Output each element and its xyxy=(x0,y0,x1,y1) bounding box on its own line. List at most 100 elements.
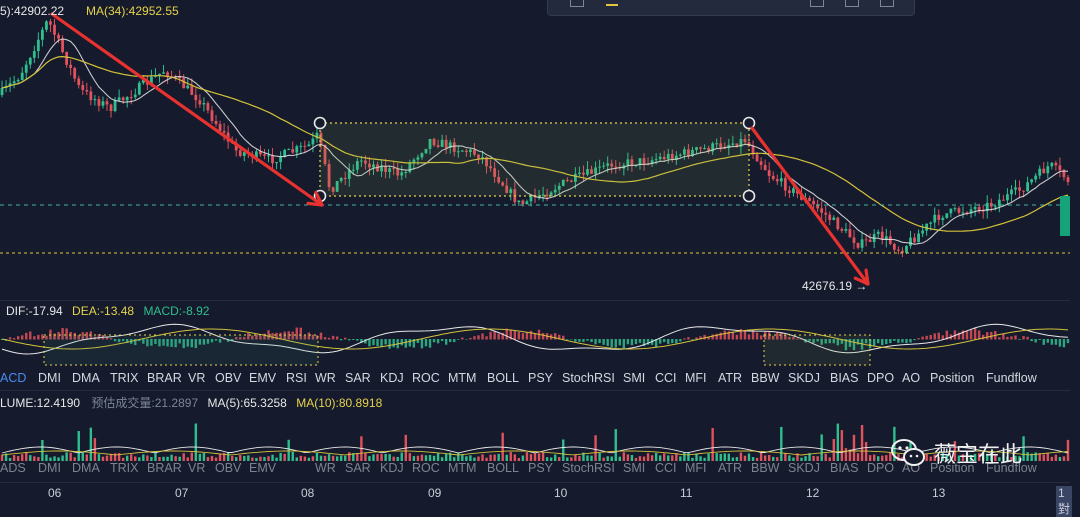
indicator-tab-lower-cci[interactable]: CCI xyxy=(655,461,677,475)
candle-body xyxy=(638,158,642,166)
candle xyxy=(432,137,436,147)
indicator-tab-vr[interactable]: VR xyxy=(188,371,206,385)
volume-bar xyxy=(469,455,472,461)
indicator-tab-mtm[interactable]: MTM xyxy=(448,371,477,385)
candle xyxy=(323,144,327,167)
candle-body xyxy=(137,82,141,95)
indicator-tab-emv[interactable]: EMV xyxy=(249,371,277,385)
candle xyxy=(650,156,654,167)
macd-bar xyxy=(376,339,379,347)
indicator-tab-mfi[interactable]: MFI xyxy=(685,371,707,385)
indicator-tab-atr[interactable]: ATR xyxy=(718,371,743,385)
indicator-tab-lower-skdj[interactable]: SKDJ xyxy=(788,461,820,475)
macd-bar xyxy=(909,339,912,343)
volume-bar xyxy=(275,457,278,461)
indicator-tab-lower-kdj[interactable]: KDJ xyxy=(380,461,404,475)
indicator-tab-lower-trix[interactable]: TRIX xyxy=(110,461,139,475)
price-chart-svg[interactable] xyxy=(0,0,1070,300)
indicator-tab-fundflow[interactable]: Fundflow xyxy=(986,371,1037,385)
indicator-tab-stochrsi[interactable]: StochRSI xyxy=(562,371,615,385)
volume-bar xyxy=(695,454,698,461)
undo-icon[interactable] xyxy=(570,0,584,7)
volume-bar xyxy=(727,453,731,461)
indicator-tab-lower-dma[interactable]: DMA xyxy=(72,461,100,475)
indicator-tab-smi[interactable]: SMI xyxy=(623,371,646,385)
indicator-tab-lower-mtm[interactable]: MTM xyxy=(448,461,477,475)
drawing-toolbar[interactable] xyxy=(547,0,915,16)
candle xyxy=(896,246,900,255)
volume-svg[interactable] xyxy=(0,391,1070,483)
indicator-tab-lower-atr[interactable]: ATR xyxy=(718,461,743,475)
volume-bar xyxy=(154,452,157,461)
candle-body xyxy=(61,38,64,52)
indicator-tab-cci[interactable]: CCI xyxy=(655,371,677,385)
macd-bar xyxy=(465,339,468,340)
candle-body xyxy=(444,139,448,148)
indicator-tab-acd[interactable]: ACD xyxy=(0,371,27,385)
indicator-tab-dma[interactable]: DMA xyxy=(72,371,100,385)
indicator-tab-position[interactable]: Position xyxy=(930,371,975,385)
indicator-tab-lower-dpo[interactable]: DPO xyxy=(867,461,895,475)
date-tick: 09 xyxy=(428,486,442,500)
volume-bar xyxy=(614,429,617,461)
indicator-tab-lower-sar[interactable]: SAR xyxy=(345,461,371,475)
volume-pane[interactable]: LUME:12.4190 预估成交量:21.2897 MA(5):65.3258… xyxy=(0,390,1070,483)
indicator-tab-rsi[interactable]: RSI xyxy=(286,371,307,385)
line-style-icon[interactable] xyxy=(606,0,618,6)
volume-bar xyxy=(650,455,654,461)
indicator-tab-lower-psy[interactable]: PSY xyxy=(528,461,554,475)
indicator-tab-trix[interactable]: TRIX xyxy=(110,371,139,385)
volume-bar xyxy=(235,457,238,461)
candle-body xyxy=(291,149,295,153)
indicator-tab-sar[interactable]: SAR xyxy=(345,371,371,385)
volume-bar xyxy=(428,454,432,461)
indicator-tab-lower-fundflow[interactable]: Fundflow xyxy=(986,461,1037,475)
macd-pane[interactable]: DIF:-17.94 DEA:-13.48 MACD:-8.92 xyxy=(0,300,1070,369)
indicator-tab-lower-wr[interactable]: WR xyxy=(315,461,336,475)
indicator-tab-lower-emv[interactable]: EMV xyxy=(249,461,277,475)
candle-body xyxy=(812,200,816,205)
delete-icon[interactable] xyxy=(845,0,859,7)
indicator-tab-lower-position[interactable]: Position xyxy=(930,461,975,475)
indicator-tab-roc[interactable]: ROC xyxy=(412,371,440,385)
macd-bar xyxy=(767,332,771,340)
candle xyxy=(590,165,593,175)
indicator-tab-lower-stochrsi[interactable]: StochRSI xyxy=(562,461,615,475)
indicator-tab-bias[interactable]: BIAS xyxy=(830,371,859,385)
indicator-tab-brar[interactable]: BRAR xyxy=(147,371,182,385)
indicator-tab-lower-vr[interactable]: VR xyxy=(188,461,206,475)
indicator-tab-wr[interactable]: WR xyxy=(315,371,336,385)
indicator-tab-lower-brar[interactable]: BRAR xyxy=(147,461,182,475)
indicator-tab-lower-ads[interactable]: ADS xyxy=(0,461,26,475)
macd-svg[interactable] xyxy=(0,301,1070,369)
indicator-tab-dpo[interactable]: DPO xyxy=(867,371,895,385)
indicator-tab-skdj[interactable]: SKDJ xyxy=(788,371,820,385)
indicator-tab-dmi[interactable]: DMI xyxy=(38,371,61,385)
indicator-tab-lower-roc[interactable]: ROC xyxy=(412,461,440,475)
candle-body xyxy=(331,187,335,192)
price-chart-pane[interactable]: 5):42902.22 MA(34):42952.55 42676.19 → xyxy=(0,0,1070,300)
indicator-tab-lower-bbw[interactable]: BBW xyxy=(751,461,780,475)
indicator-tab-ao[interactable]: AO xyxy=(902,371,921,385)
candle-body xyxy=(969,209,973,214)
indicator-tab-obv[interactable]: OBV xyxy=(215,371,242,385)
indicator-tab-lower-obv[interactable]: OBV xyxy=(215,461,242,475)
indicator-tab-lower-dmi[interactable]: DMI xyxy=(38,461,61,475)
indicator-tab-kdj[interactable]: KDJ xyxy=(380,371,404,385)
indicator-tab-psy[interactable]: PSY xyxy=(528,371,554,385)
indicator-tab-lower-boll[interactable]: BOLL xyxy=(487,461,519,475)
indicator-tab-bbw[interactable]: BBW xyxy=(751,371,780,385)
settings-icon[interactable] xyxy=(880,0,894,7)
candle xyxy=(997,193,1001,213)
candle-body xyxy=(295,146,299,153)
lock-icon[interactable] xyxy=(810,0,824,7)
indicator-tab-lower-mfi[interactable]: MFI xyxy=(685,461,707,475)
macd-bar xyxy=(21,335,24,340)
macd-bar xyxy=(897,339,900,343)
indicator-tab-boll[interactable]: BOLL xyxy=(487,371,519,385)
candle xyxy=(81,80,85,95)
indicator-tab-lower-bias[interactable]: BIAS xyxy=(830,461,859,475)
macd-bar xyxy=(735,334,739,340)
indicator-tab-lower-smi[interactable]: SMI xyxy=(623,461,646,475)
macd-bar xyxy=(901,339,904,343)
